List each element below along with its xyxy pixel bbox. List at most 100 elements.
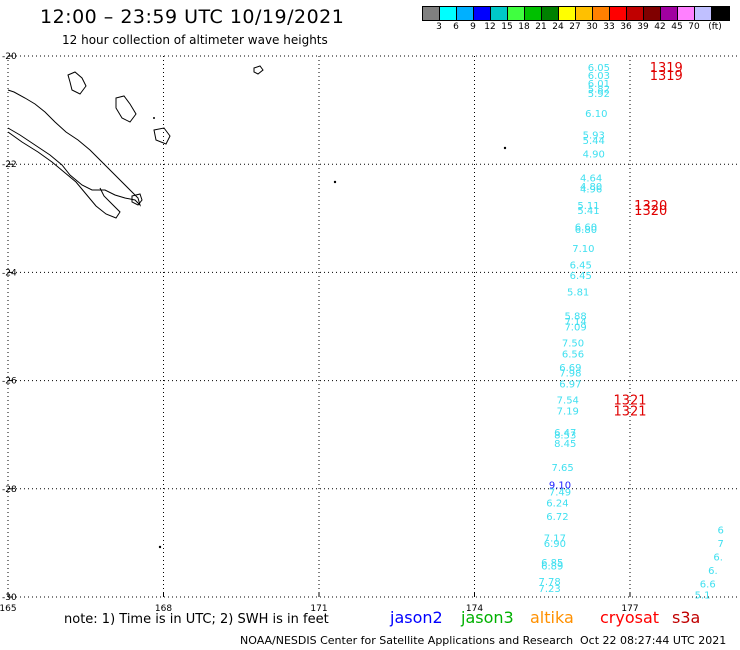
wave-height-value: 7.49 (549, 488, 571, 499)
coastline-new-caledonia (7, 89, 142, 207)
colorbar-swatch (661, 7, 678, 20)
colorbar-swatch (508, 7, 525, 20)
colorbar-swatch (678, 7, 695, 20)
colorbar-swatch (457, 7, 474, 20)
wave-height-value: 4.80 (580, 182, 602, 193)
wave-height-value: 4.96 (580, 185, 602, 196)
colorbar (422, 6, 730, 21)
colorbar-label: 15 (501, 22, 513, 32)
colorbar-swatch (440, 7, 457, 20)
pass-time-label: 1321 (613, 394, 646, 409)
wave-height-value: 6.90 (544, 539, 566, 550)
wave-height-value: 4.90 (583, 149, 605, 160)
colorbar-swatch (423, 7, 440, 20)
lon-label: 177 (621, 604, 638, 614)
wave-height-value: 5.41 (577, 206, 599, 217)
wave-height-value: 7.50 (562, 339, 584, 350)
lat-label: -30 (2, 593, 17, 603)
legend-s3a: s3a (672, 608, 701, 627)
legend-altika: altika (530, 608, 574, 627)
islet-2 (333, 180, 337, 184)
islet-1 (153, 117, 155, 119)
colorbar-label: 27 (569, 22, 581, 32)
lat-label: -22 (2, 160, 17, 170)
wave-height-value: 5.11 (577, 201, 599, 212)
wave-height-value: 6.05 (588, 63, 610, 74)
wave-height-value: 5.88 (564, 312, 586, 323)
coastline-new-caledonia-south (7, 131, 121, 219)
coastline-island-1 (67, 71, 87, 95)
wave-height-value: 7.98 (559, 368, 581, 379)
wave-height-value: 6.69 (559, 363, 581, 374)
lon-label: 174 (466, 604, 483, 614)
wave-height-value: 7.23 (539, 584, 561, 595)
wave-height-value: 7.65 (551, 463, 573, 474)
colorbar-swatch (610, 7, 627, 20)
legend-cryosat: cryosat (600, 608, 660, 627)
colorbar-label: 70 (688, 22, 700, 32)
colorbar-label: 45 (671, 22, 683, 32)
colorbar-label: 33 (603, 22, 615, 32)
wave-height-value: 5.44 (583, 136, 605, 147)
colorbar-swatch (644, 7, 661, 20)
colorbar-swatch (627, 7, 644, 20)
coastline-island-4 (253, 65, 264, 75)
wave-height-value: 6.97 (559, 379, 581, 390)
colorbar-label: 36 (620, 22, 632, 32)
wave-height-value: 6.60 (575, 222, 597, 233)
wave-height-value: 7.17 (544, 533, 566, 544)
colorbar-swatch (593, 7, 610, 20)
wave-height-value: 7.14 (564, 317, 586, 328)
colorbar-labels: 3 6 9 12 15 18 21 24 27 30 33 36 39 42 45 70 (ft) (422, 22, 740, 34)
wave-height-value: 6. (708, 566, 718, 577)
colorbar-label: 3 (436, 22, 442, 32)
wave-height-value: 6.72 (546, 512, 568, 523)
wave-height-value: 7.54 (557, 396, 579, 407)
coastline-island-2 (115, 95, 137, 123)
coastline-island-3 (153, 127, 171, 145)
wave-height-value: 7.09 (564, 323, 586, 334)
map-grid (7, 55, 740, 598)
wave-height-value: 6.10 (585, 109, 607, 120)
pass-time-label: 1319 (650, 69, 683, 84)
colorbar-swatch (474, 7, 491, 20)
legend-jason3: jason3 (461, 608, 514, 627)
wave-height-value: 6.56 (562, 350, 584, 361)
lat-label: -20 (2, 52, 17, 62)
colorbar-label: 42 (654, 22, 666, 32)
lat-label: -28 (2, 485, 17, 495)
lon-label: 165 (0, 604, 17, 614)
wave-height-value: 6.89 (541, 562, 563, 573)
colorbar-swatch (491, 7, 508, 20)
wave-height-value: 6.45 (570, 271, 592, 282)
colorbar-label: 12 (484, 22, 496, 32)
lon-label: 171 (310, 604, 327, 614)
wave-height-value: 6.03 (588, 71, 610, 82)
footer-org: NOAA/NESDIS Center for Satellite Applica… (240, 634, 574, 647)
colorbar-label: 30 (586, 22, 598, 32)
wave-height-value: 7 (718, 539, 724, 550)
wave-height-value: 6 (718, 525, 724, 536)
wave-height-value: 6.85 (541, 558, 563, 569)
coastlines (7, 65, 507, 549)
page-subtitle: 12 hour collection of altimeter wave hei… (62, 33, 328, 47)
wave-height-value: 5.81 (567, 287, 589, 298)
colorbar-swatch (542, 7, 559, 20)
wave-height-value: 6.6 (700, 579, 716, 590)
wave-height-value: 4.64 (580, 174, 602, 185)
colorbar-label: 6 (453, 22, 459, 32)
colorbar-swatch (576, 7, 593, 20)
wave-height-value: 6.80 (575, 225, 597, 236)
colorbar-swatch (712, 7, 729, 20)
wave-height-value: 9.10 (549, 480, 571, 491)
pass-time-label: 1321 (613, 404, 646, 419)
islet-3 (503, 146, 507, 150)
colorbar-label: 9 (470, 22, 476, 32)
wave-height-value: 5.82 (588, 84, 610, 95)
coastline-isle-of-pines (131, 193, 143, 206)
wave-height-value: 8.45 (554, 439, 576, 450)
colorbar-swatch (559, 7, 576, 20)
colorbar-label: (ft) (708, 22, 722, 32)
legend-jason2: jason2 (390, 608, 443, 627)
